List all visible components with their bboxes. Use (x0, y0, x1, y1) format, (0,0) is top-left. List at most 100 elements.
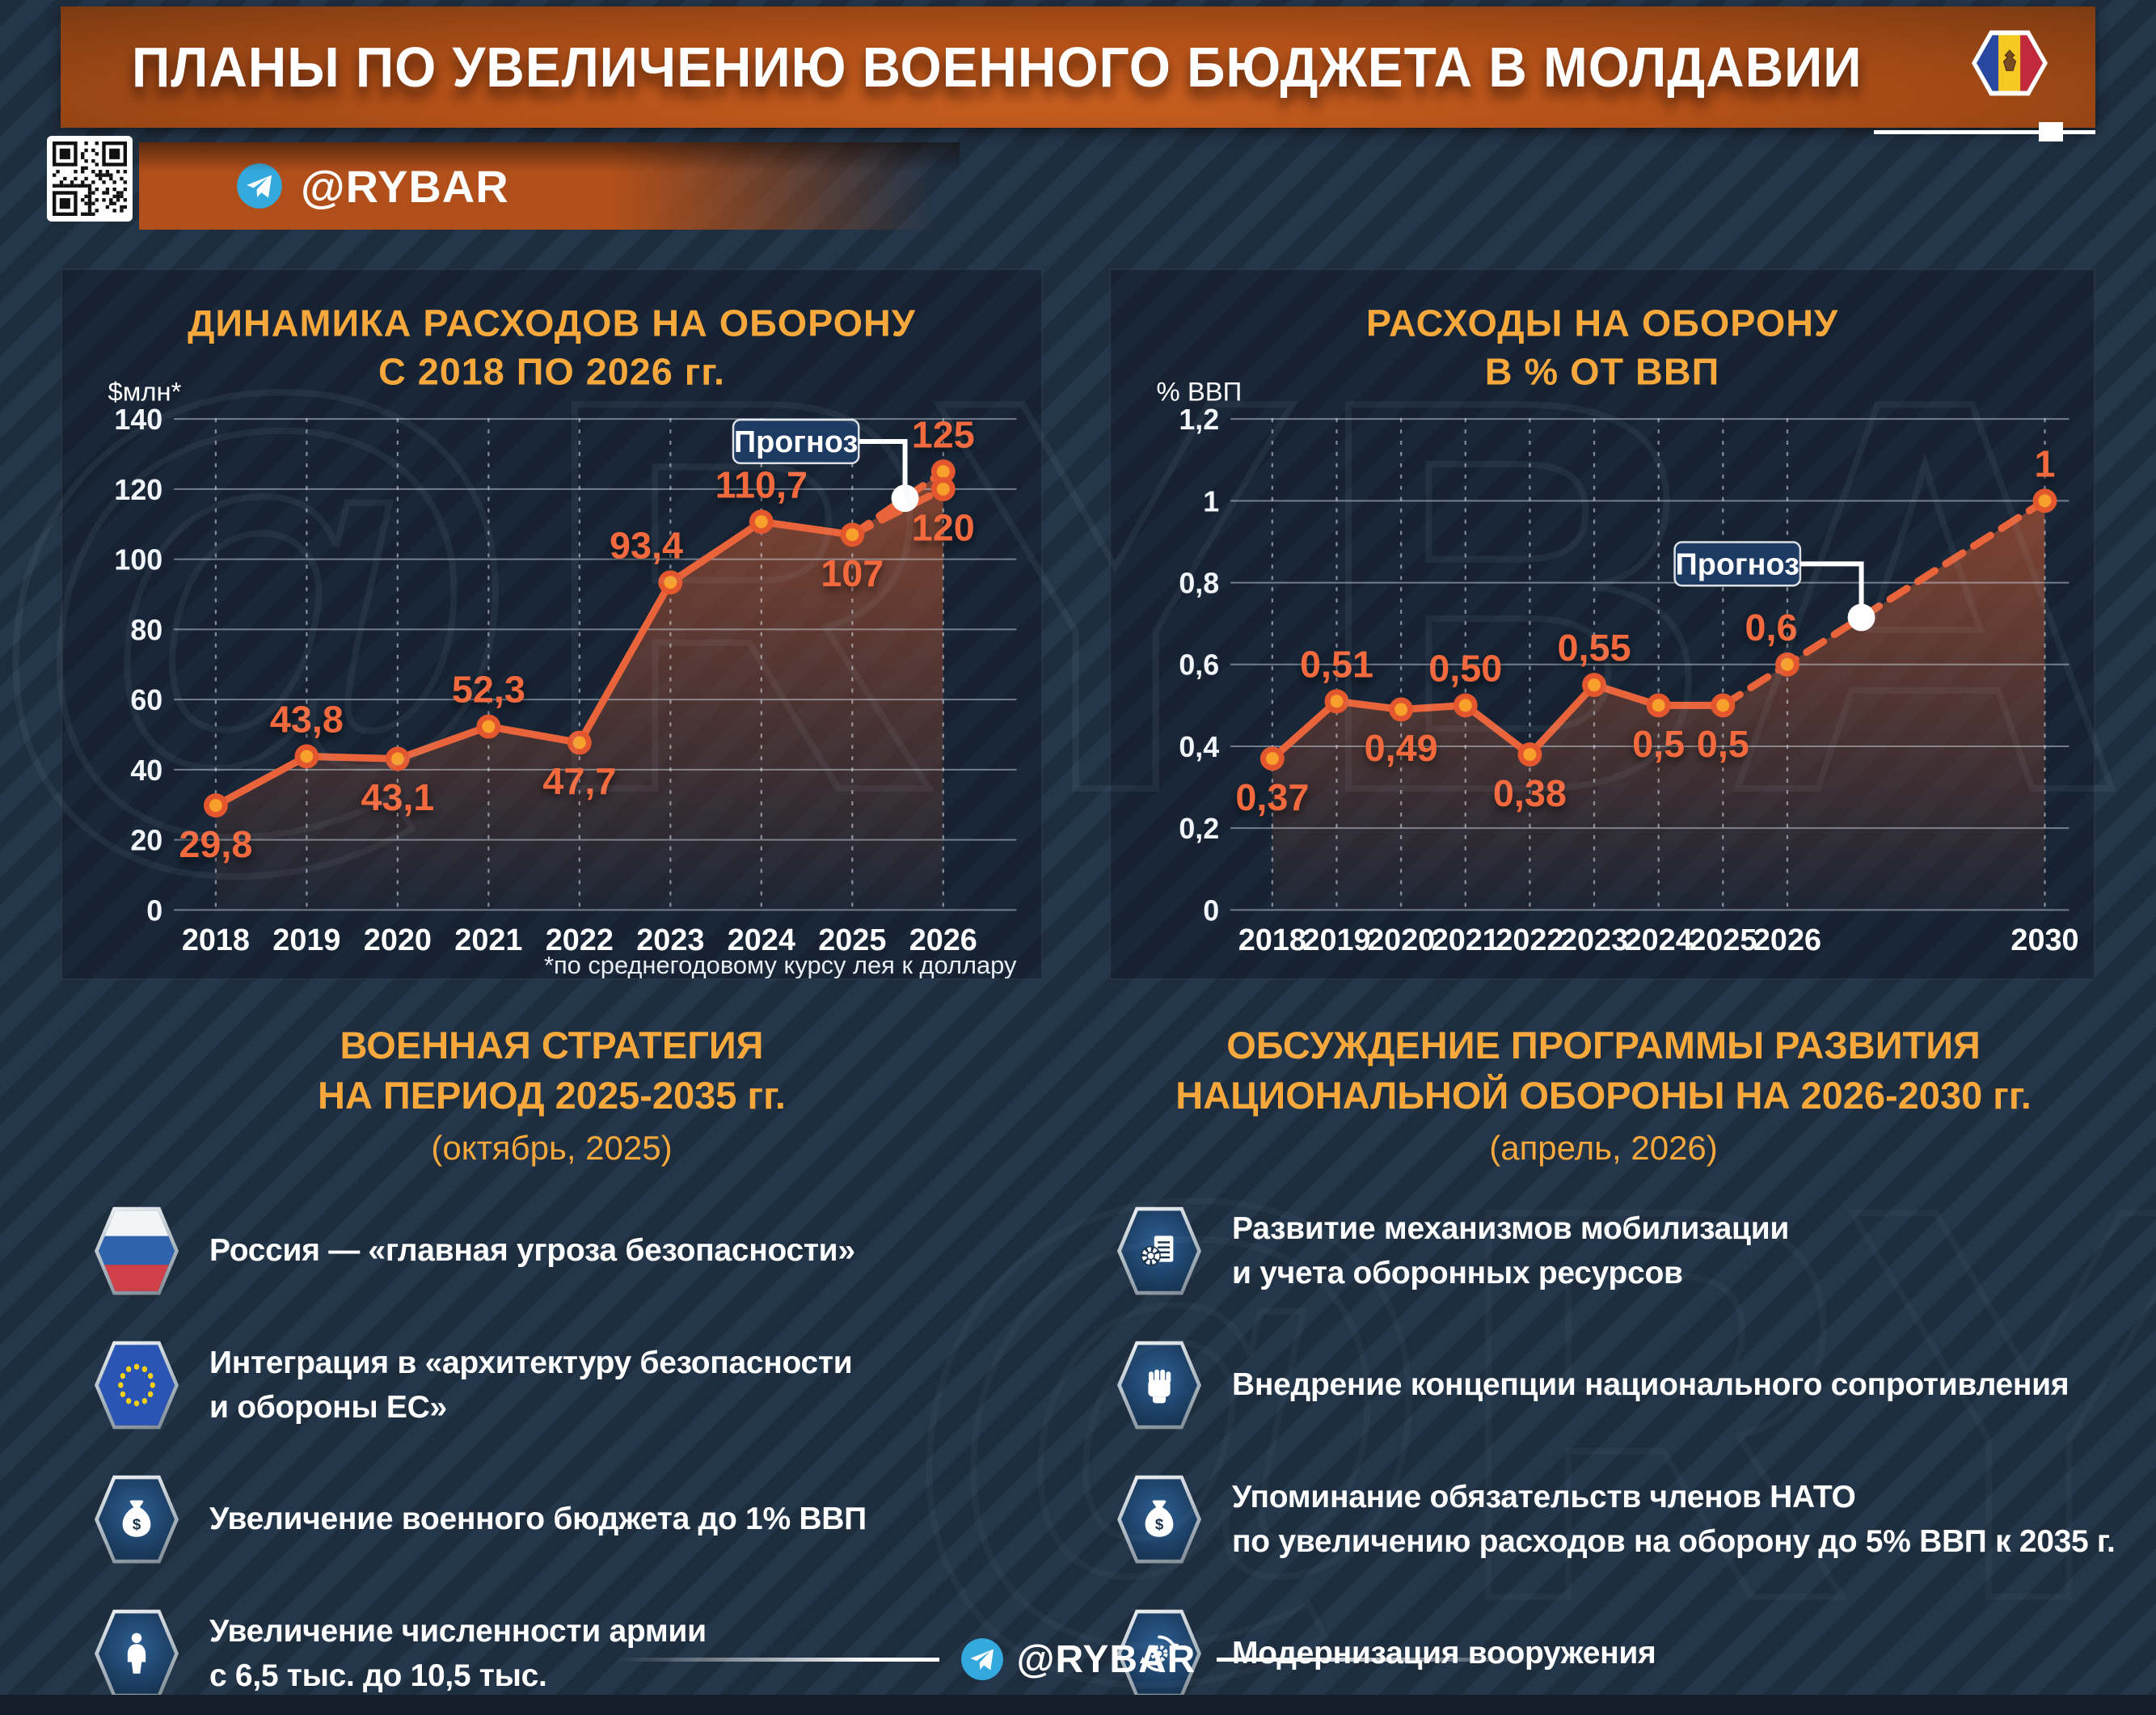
svg-text:2025: 2025 (1689, 923, 1757, 957)
header-banner: ПЛАНЫ ПО УВЕЛИЧЕНИЮ ВОЕННОГО БЮДЖЕТА В М… (61, 6, 2095, 128)
svg-text:0,49: 0,49 (1365, 727, 1438, 769)
fist-icon (1117, 1341, 1201, 1430)
section-title: ВОЕННАЯ СТРАТЕГИЯ НА ПЕРИОД 2025-2035 гг… (317, 1024, 786, 1117)
list-item: Россия — «главная угроза безопасности» (95, 1203, 1043, 1299)
svg-text:2021: 2021 (454, 923, 522, 957)
svg-text:2020: 2020 (1367, 923, 1435, 957)
svg-text:0,4: 0,4 (1179, 731, 1219, 763)
telegram-icon (236, 163, 283, 209)
svg-text:2022: 2022 (546, 923, 614, 957)
money-bag-icon: $ (1117, 1475, 1201, 1564)
soldier-icon (95, 1609, 179, 1698)
svg-text:0,51: 0,51 (1300, 643, 1373, 685)
svg-text:$: $ (133, 1515, 141, 1532)
money-bag-icon: $ (95, 1475, 179, 1564)
footer-line-left (615, 1657, 939, 1662)
svg-text:125: 125 (912, 413, 975, 455)
eu-flag-icon (95, 1341, 179, 1430)
svg-text:$млн*: $млн* (108, 376, 182, 406)
list-item: $ Увеличение военного бюджета до 1% ВВП (95, 1472, 1043, 1567)
list-item: Развитие механизмов мобилизации и учета о… (1117, 1203, 2124, 1299)
svg-text:43,1: 43,1 (361, 776, 434, 818)
svg-text:В % ОТ ВВП: В % ОТ ВВП (1485, 350, 1719, 392)
svg-text:2018: 2018 (182, 923, 250, 957)
svg-text:100: 100 (114, 544, 162, 577)
svg-text:40: 40 (130, 754, 162, 787)
decor-progress-handle (2039, 122, 2063, 142)
gdp-share-chart: 1,210,80,60,40,2020182019202020212022202… (1157, 302, 2079, 958)
svg-text:Прогноз: Прогноз (734, 425, 858, 459)
svg-text:0,6: 0,6 (1745, 606, 1798, 648)
svg-text:С 2018 ПО 2026 гг.: С 2018 ПО 2026 гг. (378, 350, 725, 392)
svg-text:1: 1 (2034, 443, 2055, 485)
defense-budget-chart: 140 120 100 80 60 40 20 0 2018 2019 2020 2021 2022 20… (108, 302, 1017, 978)
svg-text:2025: 2025 (818, 923, 886, 957)
svg-text:93,4: 93,4 (610, 524, 683, 566)
svg-text:2023: 2023 (636, 923, 704, 957)
channel-name: @RYBAR (301, 160, 509, 212)
svg-text:52,3: 52,3 (452, 669, 525, 711)
russia-flag-icon (95, 1206, 179, 1295)
list-item-text: Увеличение военного бюджета до 1% ВВП (209, 1502, 867, 1537)
list-item: Внедрение концепции национального сопрот… (1117, 1337, 2124, 1433)
svg-text:РАСХОДЫ НА ОБОРОНУ: РАСХОДЫ НА ОБОРОНУ (1366, 302, 1838, 344)
svg-text:0: 0 (1203, 894, 1219, 927)
qr-code-icon (47, 136, 133, 222)
svg-text:0,37: 0,37 (1235, 776, 1309, 818)
list-item: Увеличение численности армии с 6,5 тыс. д… (95, 1606, 1043, 1701)
svg-text:80: 80 (130, 614, 162, 646)
list-item-text: Упоминание обязательств членов НАТО по ув… (1232, 1479, 2116, 1560)
list-item-text: Модернизация вооружения (1232, 1636, 1656, 1671)
list-item-text: Развитие механизмов мобилизации и учета о… (1232, 1210, 1790, 1291)
svg-text:2018: 2018 (1238, 923, 1306, 957)
svg-text:2023: 2023 (1560, 923, 1628, 957)
svg-text:107: 107 (821, 552, 884, 594)
svg-text:2026: 2026 (909, 923, 977, 957)
svg-text:2020: 2020 (364, 923, 432, 957)
channel-banner: @RYBAR (139, 142, 960, 230)
svg-text:1: 1 (1203, 485, 1219, 517)
svg-text:$: $ (1155, 1515, 1164, 1532)
page-title: ПЛАНЫ ПО УВЕЛИЧЕНИЮ ВОЕННОГО БЮДЖЕТА В М… (132, 36, 1863, 99)
svg-text:% ВВП: % ВВП (1157, 376, 1243, 406)
svg-text:60: 60 (130, 684, 162, 716)
svg-text:2024: 2024 (1625, 923, 1693, 957)
svg-text:2022: 2022 (1496, 923, 1563, 957)
svg-text:ДИНАМИКА РАСХОДОВ НА ОБОРОНУ: ДИНАМИКА РАСХОДОВ НА ОБОРОНУ (188, 302, 916, 344)
svg-text:0,5: 0,5 (1697, 723, 1749, 765)
moldova-flag-icon (1972, 30, 2048, 96)
svg-text:47,7: 47,7 (542, 760, 616, 802)
list-item-text: Россия — «главная угроза безопасности» (209, 1233, 855, 1269)
footer: @RYBAR (0, 1628, 2156, 1690)
chart-panel-gdp: 1,2 1 0,8 0,6 0,4 0,2 0 2018 2019 2020 2021 2022 202… (1109, 268, 2095, 980)
chart-panel-budget: 140 120 100 80 60 40 20 0 2018 2019 2020 2021 2022 20… (61, 268, 1043, 980)
decor-progress-line (1874, 130, 2095, 134)
section-defense-program: ОБСУЖДЕНИЕ ПРОГРАММЫ РАЗВИТИЯ НАЦИОНАЛЬН… (1083, 1020, 2124, 1715)
svg-text:0,55: 0,55 (1558, 627, 1631, 669)
list-item-text: Интеграция в «архитектуру безопасности и … (209, 1345, 853, 1426)
svg-text:29,8: 29,8 (179, 823, 252, 865)
svg-text:*по среднегодовому курсу лея к: *по среднегодовому курсу лея к доллару (544, 951, 1017, 978)
section-title: ОБСУЖДЕНИЕ ПРОГРАММЫ РАЗВИТИЯ НАЦИОНАЛЬН… (1175, 1024, 2032, 1117)
list-item: $ Упоминание обязательств членов НАТО по … (1117, 1472, 2124, 1567)
bottom-strip (0, 1695, 2156, 1715)
telegram-icon (960, 1637, 1004, 1681)
svg-text:1,2: 1,2 (1179, 403, 1219, 436)
list-item-text: Увеличение численности армии с 6,5 тыс. д… (209, 1613, 707, 1694)
svg-text:2026: 2026 (1753, 923, 1821, 957)
modernization-icon (1117, 1609, 1201, 1698)
svg-text:110,7: 110,7 (715, 463, 808, 505)
list-item: Модернизация вооружения (1117, 1606, 2124, 1701)
section-subtitle: (апрель, 2026) (1489, 1129, 1718, 1168)
svg-text:2019: 2019 (1302, 923, 1370, 957)
footer-channel-name: @RYBAR (1016, 1637, 1196, 1681)
svg-text:120: 120 (114, 474, 162, 506)
list-item: Интеграция в «архитектуру безопасности и … (95, 1337, 1043, 1433)
svg-text:2021: 2021 (1432, 923, 1500, 957)
mobilization-icon (1117, 1206, 1201, 1295)
svg-text:0,5: 0,5 (1632, 723, 1685, 765)
svg-text:2024: 2024 (728, 923, 795, 957)
svg-text:140: 140 (114, 403, 162, 436)
list-item-text: Внедрение концепции национального сопрот… (1232, 1367, 2070, 1403)
